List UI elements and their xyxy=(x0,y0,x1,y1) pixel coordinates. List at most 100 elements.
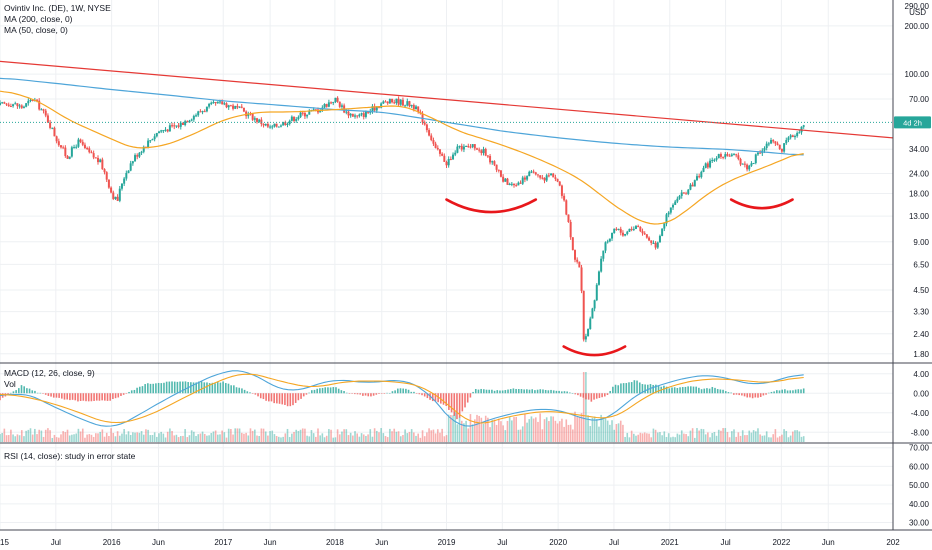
candle-body[interactable] xyxy=(181,122,184,125)
candle-body[interactable] xyxy=(160,130,163,132)
candle-body[interactable] xyxy=(22,106,25,108)
candle-body[interactable] xyxy=(127,170,130,173)
candle-body[interactable] xyxy=(493,161,496,165)
candle-body[interactable] xyxy=(25,103,28,107)
candle-body[interactable] xyxy=(539,175,542,178)
candle-body[interactable] xyxy=(454,152,457,155)
candle-body[interactable] xyxy=(262,123,265,126)
candle-body[interactable] xyxy=(556,178,559,182)
candle-body[interactable] xyxy=(332,102,335,104)
candle-body[interactable] xyxy=(199,111,202,113)
candle-body[interactable] xyxy=(271,126,274,128)
candle-body[interactable] xyxy=(554,177,557,179)
candle-body[interactable] xyxy=(40,109,43,111)
candle-body[interactable] xyxy=(639,226,642,232)
candle-body[interactable] xyxy=(362,113,365,117)
candle-body[interactable] xyxy=(90,152,93,154)
candle-body[interactable] xyxy=(256,118,259,122)
candle-body[interactable] xyxy=(216,101,219,104)
candle-body[interactable] xyxy=(423,122,426,125)
candle-body[interactable] xyxy=(114,196,117,199)
candle-body[interactable] xyxy=(92,153,95,158)
candle-body[interactable] xyxy=(131,161,134,164)
candle-body[interactable] xyxy=(469,146,472,148)
candle-body[interactable] xyxy=(367,111,370,113)
candle-body[interactable] xyxy=(798,132,801,134)
candle-body[interactable] xyxy=(399,99,402,105)
candle-body[interactable] xyxy=(356,115,359,117)
candle-body[interactable] xyxy=(323,104,326,108)
candle-body[interactable] xyxy=(526,176,529,180)
candle-body[interactable] xyxy=(347,111,350,116)
candle-body[interactable] xyxy=(412,105,415,110)
candle-body[interactable] xyxy=(785,140,788,144)
candle-body[interactable] xyxy=(695,176,698,181)
candle-body[interactable] xyxy=(408,101,411,107)
candle-body[interactable] xyxy=(693,180,696,187)
candle-body[interactable] xyxy=(558,181,561,186)
candle-body[interactable] xyxy=(277,126,280,128)
annotation-arc[interactable] xyxy=(729,198,794,210)
candle-body[interactable] xyxy=(634,226,637,229)
candle-body[interactable] xyxy=(571,237,574,251)
candle-body[interactable] xyxy=(543,177,546,181)
candle-body[interactable] xyxy=(129,163,132,171)
candle-body[interactable] xyxy=(632,228,635,230)
candle-body[interactable] xyxy=(406,101,409,106)
candle-body[interactable] xyxy=(428,130,431,136)
candle-body[interactable] xyxy=(733,154,736,156)
candle-body[interactable] xyxy=(388,98,391,104)
candle-body[interactable] xyxy=(107,179,110,188)
candle-body[interactable] xyxy=(604,242,607,251)
candle-body[interactable] xyxy=(64,147,67,156)
candle-body[interactable] xyxy=(77,139,80,147)
candle-body[interactable] xyxy=(336,97,339,102)
candle-body[interactable] xyxy=(776,143,779,145)
candle-body[interactable] xyxy=(656,242,659,248)
candle-body[interactable] xyxy=(682,192,685,194)
candle-body[interactable] xyxy=(242,107,245,112)
candle-body[interactable] xyxy=(7,104,10,107)
candle-body[interactable] xyxy=(465,145,468,147)
candle-body[interactable] xyxy=(284,122,287,125)
candle-body[interactable] xyxy=(134,155,137,162)
candle-body[interactable] xyxy=(51,127,54,129)
candle-body[interactable] xyxy=(521,177,524,184)
candle-body[interactable] xyxy=(589,318,592,329)
candle-body[interactable] xyxy=(552,173,555,178)
candle-body[interactable] xyxy=(593,300,596,309)
candle-body[interactable] xyxy=(563,195,566,201)
candle-body[interactable] xyxy=(687,189,690,194)
candle-body[interactable] xyxy=(678,195,681,199)
candle-body[interactable] xyxy=(275,123,278,127)
candle-body[interactable] xyxy=(151,139,154,141)
candle-body[interactable] xyxy=(754,154,757,164)
candle-body[interactable] xyxy=(70,147,73,157)
candle-body[interactable] xyxy=(240,106,243,108)
candle-body[interactable] xyxy=(16,103,19,107)
candle-body[interactable] xyxy=(18,105,21,107)
candle-body[interactable] xyxy=(303,112,306,117)
candle-body[interactable] xyxy=(674,201,677,205)
candle-body[interactable] xyxy=(101,159,104,170)
candle-body[interactable] xyxy=(375,106,378,111)
candle-body[interactable] xyxy=(506,178,509,185)
candle-body[interactable] xyxy=(756,152,759,155)
candle-body[interactable] xyxy=(205,106,208,112)
candle-body[interactable] xyxy=(59,145,62,148)
candle-body[interactable] xyxy=(680,192,683,196)
annotation-arc[interactable] xyxy=(445,198,538,214)
candle-body[interactable] xyxy=(624,234,627,236)
candle-body[interactable] xyxy=(112,192,115,199)
candle-body[interactable] xyxy=(157,131,160,133)
candle-body[interactable] xyxy=(517,182,520,186)
candle-body[interactable] xyxy=(386,101,389,104)
candle-body[interactable] xyxy=(293,116,296,121)
candle-body[interactable] xyxy=(508,183,511,185)
candle-body[interactable] xyxy=(475,148,478,150)
candle-body[interactable] xyxy=(417,106,420,112)
candle-body[interactable] xyxy=(123,178,126,184)
candle-body[interactable] xyxy=(269,126,272,128)
candle-body[interactable] xyxy=(62,147,65,149)
candle-body[interactable] xyxy=(251,113,254,120)
